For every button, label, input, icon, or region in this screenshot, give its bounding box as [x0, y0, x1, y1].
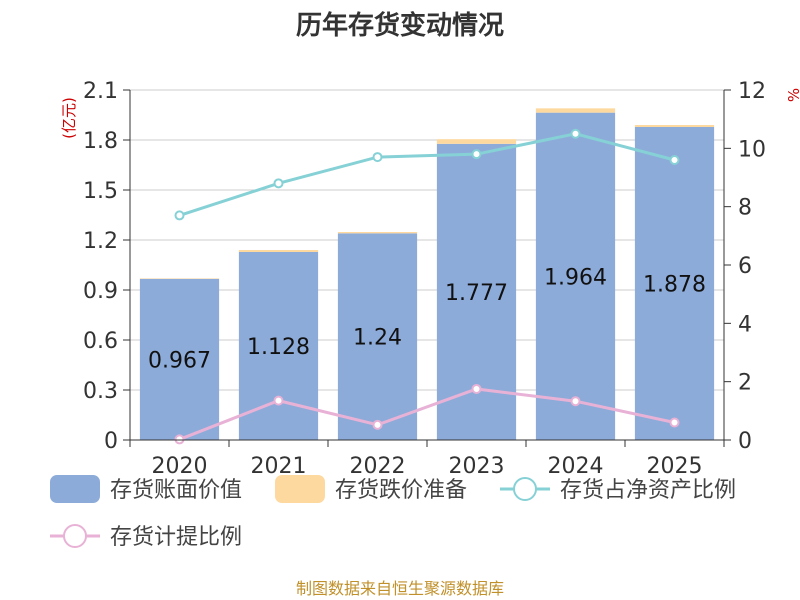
data-point: [273, 395, 284, 406]
left-tick-label: 0.6: [83, 329, 118, 354]
data-point: [273, 178, 284, 189]
data-label: 1.24: [353, 326, 402, 351]
axes: 0 0.3 0.6 0.9 1.2 1.5 1.8 2.1 0 2 4 6 8 10 12 2020 2021 2…: [83, 79, 766, 479]
legend-swatch: [50, 475, 100, 503]
bar-存货账面价值: [535, 112, 616, 441]
data-point: [669, 155, 680, 165]
bar-存货跌价准备: [337, 232, 418, 234]
data-label: 1.777: [445, 281, 508, 306]
bar-存货跌价准备: [436, 139, 517, 144]
data-point: [669, 417, 680, 428]
data-label: 1.878: [643, 273, 706, 298]
x-tick-label: 2025: [647, 454, 703, 479]
series-line-存货计提比例: [178, 387, 675, 441]
legend-label: 存货计提比例: [110, 525, 242, 550]
right-tick-label: 8: [738, 196, 752, 221]
legend-label: 存货账面价值: [110, 478, 242, 503]
right-axis-unit: %: [785, 88, 800, 102]
x-tick-label: 2020: [152, 454, 208, 479]
data-label: 1.128: [247, 335, 310, 360]
right-tick-label: 0: [738, 429, 752, 454]
bar-marks: 0.967 1.128 1.24 1.777 1.964 1.878: [139, 108, 715, 441]
data-point: [174, 210, 185, 221]
right-tick-label: 10: [738, 137, 766, 162]
data-point: [471, 149, 482, 160]
x-tick-label: 2022: [350, 454, 406, 479]
gridlines: [130, 89, 724, 391]
legend-swatch: [275, 475, 325, 503]
legend-marker: [63, 524, 87, 548]
x-tick-label: 2024: [548, 454, 604, 479]
left-tick-label: 2.1: [83, 79, 118, 104]
bar-存货跌价准备: [139, 278, 220, 279]
data-point: [372, 419, 383, 430]
data-point: [471, 383, 482, 394]
left-tick-label: 1.2: [83, 229, 118, 254]
left-tick-label: 1.8: [83, 129, 118, 154]
bar-存货账面价值: [337, 233, 418, 440]
series-line-存货占净资产比例: [179, 132, 675, 217]
data-point: [174, 434, 185, 445]
data-label: 1.964: [544, 265, 607, 290]
x-tick-label: 2021: [251, 454, 307, 479]
right-tick-label: 12: [738, 79, 766, 104]
x-tick-label: 2023: [449, 454, 505, 479]
data-point: [570, 128, 581, 139]
left-tick-label: 0.3: [83, 379, 118, 404]
data-label: 0.967: [148, 348, 211, 373]
bar-存货账面价值: [634, 127, 715, 440]
line-marks: [174, 128, 680, 445]
left-tick-label: 0.9: [83, 279, 118, 304]
left-axis-unit: (亿元): [60, 97, 78, 139]
source-note: 制图数据来自恒生聚源数据库: [296, 579, 504, 598]
data-point: [372, 152, 383, 163]
left-tick-label: 0: [104, 429, 118, 454]
chart-title: 历年存货变动情况: [296, 10, 504, 41]
right-tick-label: 2: [738, 371, 752, 396]
left-tick-label: 1.5: [83, 179, 118, 204]
bar-存货账面价值: [238, 252, 319, 440]
bar-存货跌价准备: [238, 250, 319, 252]
right-tick-label: 6: [738, 254, 752, 279]
right-tick-label: 4: [738, 312, 752, 337]
legend-label: 存货占净资产比例: [560, 478, 736, 503]
legend-label: 存货跌价准备: [335, 478, 467, 503]
bar-存货跌价准备: [634, 125, 715, 127]
data-point: [570, 396, 581, 407]
bar-存货跌价准备: [535, 108, 616, 113]
bar-存货账面价值: [139, 278, 220, 440]
legend-marker: [513, 477, 537, 501]
